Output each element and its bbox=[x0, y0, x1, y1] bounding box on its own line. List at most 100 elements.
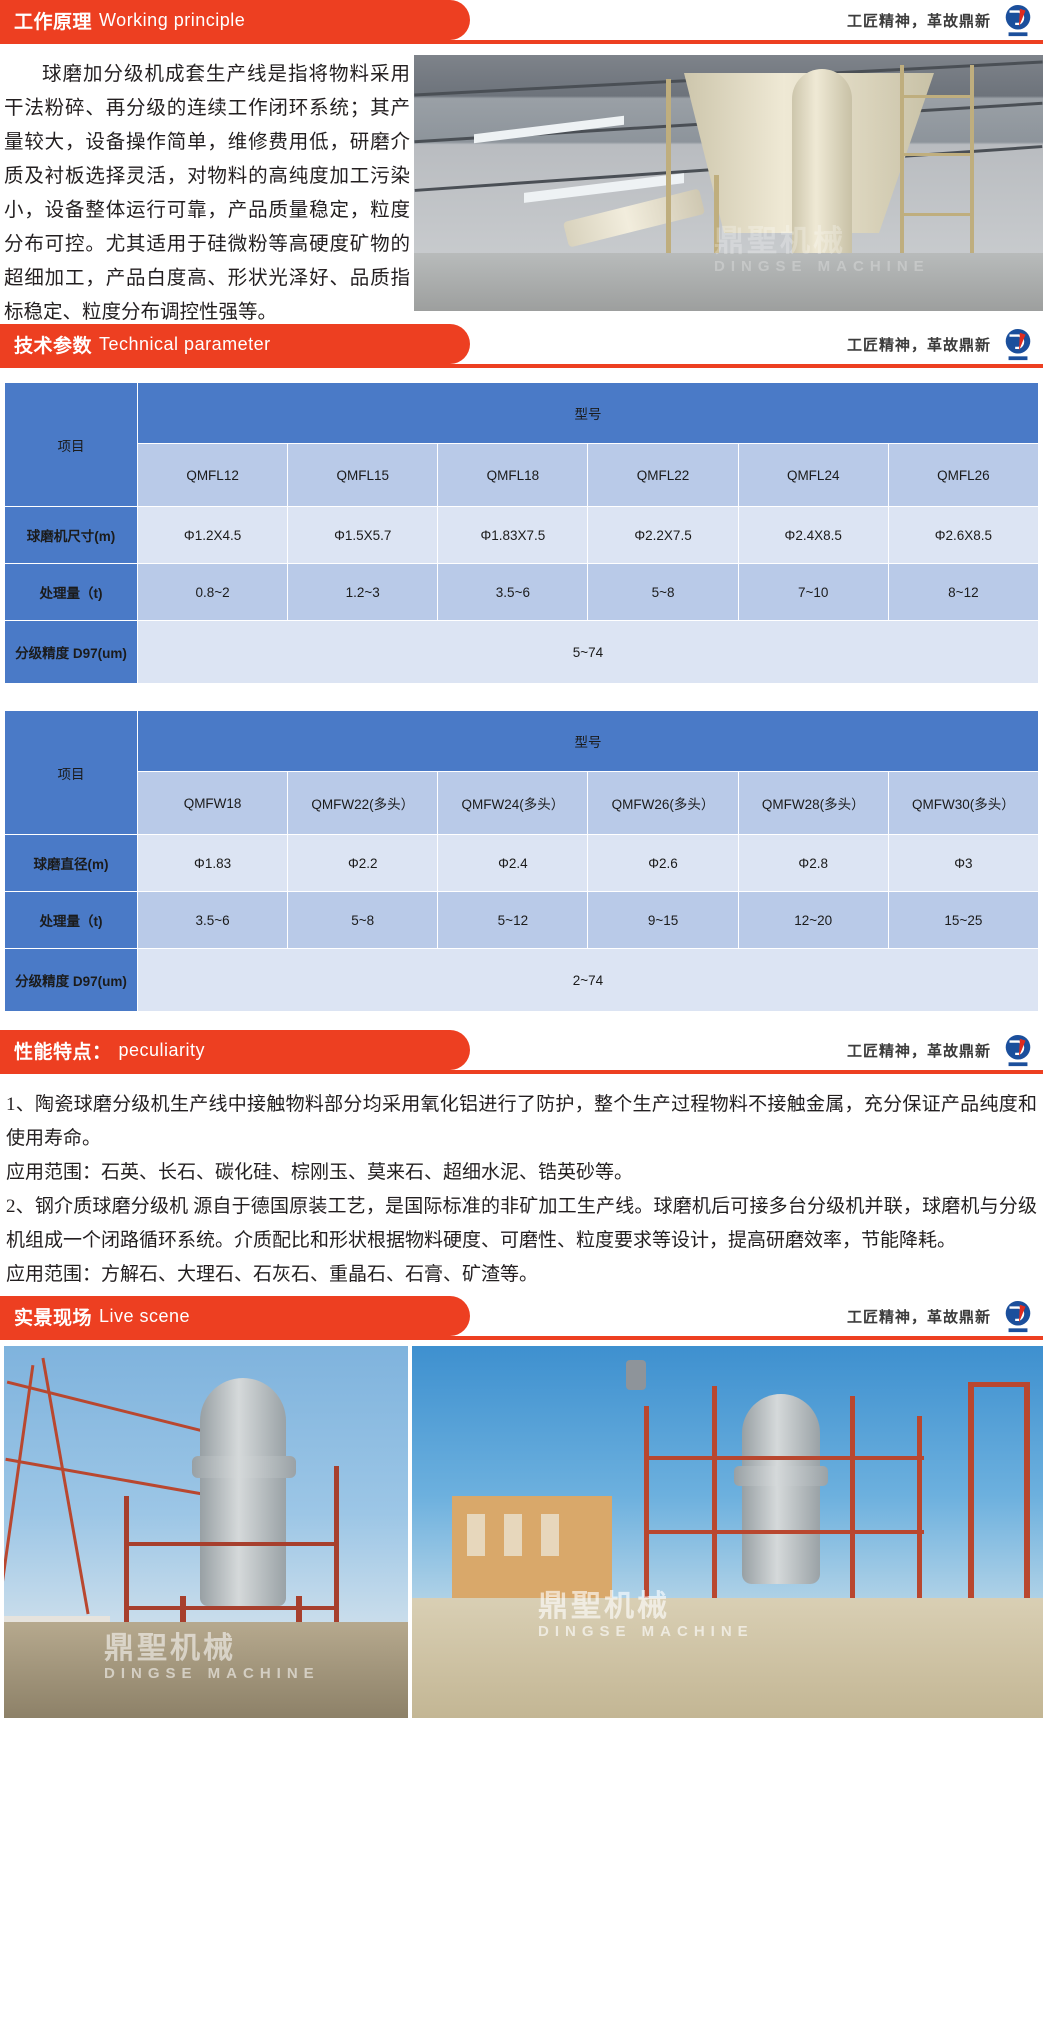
table-cell: 5~12 bbox=[437, 891, 589, 949]
peculiarity-paragraph: 应用范围：石英、长石、碳化硅、棕刚玉、莫来石、超细水泥、锆英砂等。 bbox=[6, 1162, 634, 1183]
model-header: 型号 bbox=[137, 382, 1039, 444]
banner-pill bbox=[0, 1030, 470, 1070]
table-cell: Φ2.6 bbox=[587, 834, 739, 892]
peculiarity-paragraph: 应用范围：方解石、大理石、石灰石、重晶石、石膏、矿渣等。 bbox=[6, 1264, 539, 1285]
dingsheng-logo-icon bbox=[1005, 1300, 1031, 1333]
table-cell: Φ1.83 bbox=[136, 834, 289, 892]
photo-watermark-en: DINGSE MACHINE bbox=[104, 1665, 320, 1682]
banner-title-en: Technical parameter bbox=[99, 333, 271, 354]
banner-pill bbox=[0, 324, 470, 364]
banner-title-working-principle: 工作原理 Working principle bbox=[14, 0, 245, 40]
table-cell: 12~20 bbox=[737, 891, 889, 949]
live-scene-photo-right: 鼎聖机械 DINGSE MACHINE bbox=[412, 1346, 1043, 1718]
table-cell: Φ2.2 bbox=[287, 834, 439, 892]
banner-title-technical-parameter: 技术参数 Technical parameter bbox=[14, 324, 271, 364]
banner-title-cn: 工作原理 bbox=[14, 11, 93, 33]
model-cell: QMFL22 bbox=[587, 443, 739, 507]
brand-slogan: 工匠精神，革故鼎新 bbox=[846, 1308, 991, 1326]
table-cell: Φ1.5X5.7 bbox=[287, 506, 439, 564]
table-row: 项目 型号 bbox=[4, 382, 1039, 507]
working-principle-content: 球磨加分级机成套生产线是指将物料采用干法粉碎、再分级的连续工作闭环系统；其产量较… bbox=[0, 44, 1043, 324]
banner-title-cn: 性能特点： bbox=[14, 1041, 112, 1063]
banner-underline bbox=[0, 40, 1043, 44]
photo-watermark-cn: 鼎聖机械 bbox=[538, 1590, 670, 1623]
model-cell: QMFL12 bbox=[136, 443, 289, 507]
model-cell: QMFW18 bbox=[136, 771, 289, 835]
peculiarity-paragraph: 2、钢介质球磨分级机 源自于德国原装工艺，是国际标准的非矿加工生产线。球磨机后可… bbox=[6, 1196, 1037, 1251]
table-cell: Φ2.4 bbox=[437, 834, 589, 892]
table-cell: Φ2.6X8.5 bbox=[887, 506, 1040, 564]
banner-title-live-scene: 实景现场 Live scene bbox=[14, 1296, 190, 1336]
table-cell: Φ1.83X7.5 bbox=[437, 506, 589, 564]
banner-title-peculiarity: 性能特点： peculiarity bbox=[14, 1030, 205, 1070]
qmfl-parameter-table: 项目 型号 QMFL12 QMFL15 QMFL18 QMFL22 QMFL24… bbox=[4, 382, 1040, 684]
item-header: 项目 bbox=[4, 382, 138, 507]
banner-underline bbox=[0, 1336, 1043, 1340]
model-cell: QMFL26 bbox=[887, 443, 1040, 507]
live-scene-gallery: 鼎聖机械 DINGSE MACHINE 鼎聖机械 bbox=[0, 1346, 1043, 1721]
model-cell: QMFW26(多头） bbox=[587, 771, 739, 835]
table-cell: Φ3 bbox=[887, 834, 1040, 892]
row-label: 分级精度 D97(um) bbox=[4, 948, 138, 1012]
table-cell: 3.5~6 bbox=[437, 563, 589, 621]
banner-title-en: Working principle bbox=[99, 9, 246, 30]
table-cell: 8~12 bbox=[887, 563, 1040, 621]
model-header: 型号 bbox=[137, 710, 1039, 772]
working-principle-text: 球磨加分级机成套生产线是指将物料采用干法粉碎、再分级的连续工作闭环系统；其产量较… bbox=[4, 64, 410, 323]
table-cell: 7~10 bbox=[737, 563, 889, 621]
table-row: QMFW18 QMFW22(多头） QMFW24(多头） QMFW26(多头） … bbox=[5, 771, 1040, 835]
row-label: 处理量（t) bbox=[4, 563, 138, 621]
table-cell: 5~8 bbox=[287, 891, 439, 949]
row-label: 球磨机尺寸(m) bbox=[4, 506, 138, 564]
table-row: 球磨机尺寸(m) Φ1.2X4.5 Φ1.5X5.7 Φ1.83X7.5 Φ2.… bbox=[4, 506, 1040, 564]
model-cell: QMFW30(多头） bbox=[887, 771, 1040, 835]
photo-watermark-cn: 鼎聖机械 bbox=[714, 225, 846, 258]
table-row: QMFL12 QMFL15 QMFL18 QMFL22 QMFL24 QMFL2… bbox=[5, 443, 1040, 507]
live-scene-photo-left: 鼎聖机械 DINGSE MACHINE bbox=[4, 1346, 408, 1718]
model-cell: QMFW22(多头） bbox=[287, 771, 439, 835]
model-cell: QMFW24(多头） bbox=[437, 771, 589, 835]
banner-title-en: peculiarity bbox=[118, 1039, 206, 1060]
brand-slogan: 工匠精神，革故鼎新 bbox=[846, 336, 991, 354]
table-row: 分级精度 D97(um) 2~74 bbox=[4, 948, 1039, 1012]
table-cell-span: 5~74 bbox=[137, 620, 1039, 684]
section-banner-technical-parameter: 技术参数 Technical parameter 工匠精神，革故鼎新 bbox=[0, 324, 1043, 368]
table-cell: 9~15 bbox=[587, 891, 739, 949]
table-row: 处理量（t) 0.8~2 1.2~3 3.5~6 5~8 7~10 8~12 bbox=[4, 563, 1040, 621]
table-cell-span: 2~74 bbox=[137, 948, 1039, 1012]
model-cell: QMFW28(多头） bbox=[737, 771, 889, 835]
section-banner-working-principle: 工作原理 Working principle 工匠精神，革故鼎新 bbox=[0, 0, 1043, 44]
banner-underline bbox=[0, 364, 1043, 368]
brand-slogan: 工匠精神，革故鼎新 bbox=[846, 1042, 991, 1060]
banner-pill bbox=[0, 0, 470, 40]
model-cell: QMFL24 bbox=[737, 443, 889, 507]
table-cell: Φ2.2X7.5 bbox=[587, 506, 739, 564]
item-header: 项目 bbox=[4, 710, 138, 835]
row-label: 处理量（t) bbox=[4, 891, 138, 949]
table-cell: Φ2.4X8.5 bbox=[737, 506, 889, 564]
peculiarity-paragraph: 1、陶瓷球磨分级机生产线中接触物料部分均采用氧化铝进行了防护，整个生产过程物料不… bbox=[6, 1094, 1037, 1149]
dingsheng-logo-icon bbox=[1005, 4, 1031, 37]
photo-watermark-en: DINGSE MACHINE bbox=[538, 1623, 754, 1640]
model-cell: QMFL15 bbox=[287, 443, 439, 507]
table-cell: 1.2~3 bbox=[287, 563, 439, 621]
peculiarity-content: 1、陶瓷球磨分级机生产线中接触物料部分均采用氧化铝进行了防护，整个生产过程物料不… bbox=[0, 1074, 1043, 1296]
table-row: 处理量（t) 3.5~6 5~8 5~12 9~15 12~20 15~25 bbox=[4, 891, 1040, 949]
banner-title-en: Live scene bbox=[99, 1305, 191, 1326]
table-cell: 15~25 bbox=[887, 891, 1040, 949]
table-row: 球磨直径(m) Φ1.83 Φ2.2 Φ2.4 Φ2.6 Φ2.8 Φ3 bbox=[4, 834, 1040, 892]
brand-slogan: 工匠精神，革故鼎新 bbox=[846, 12, 991, 30]
dingsheng-logo-icon bbox=[1005, 1034, 1031, 1067]
table-cell: 3.5~6 bbox=[136, 891, 289, 949]
banner-underline bbox=[0, 1070, 1043, 1074]
section-banner-live-scene: 实景现场 Live scene 工匠精神，革故鼎新 bbox=[0, 1296, 1043, 1340]
table-cell: 5~8 bbox=[587, 563, 739, 621]
table-row: 分级精度 D97(um) 5~74 bbox=[4, 620, 1039, 684]
banner-title-cn: 技术参数 bbox=[14, 335, 93, 357]
table-row: 项目 型号 bbox=[4, 710, 1039, 835]
row-label: 球磨直径(m) bbox=[4, 834, 138, 892]
table-cell: 0.8~2 bbox=[136, 563, 289, 621]
ball-mill-workshop-photo: 鼎聖机械 DINGSE MACHINE bbox=[414, 55, 1043, 311]
dingsheng-logo-icon bbox=[1005, 328, 1031, 361]
